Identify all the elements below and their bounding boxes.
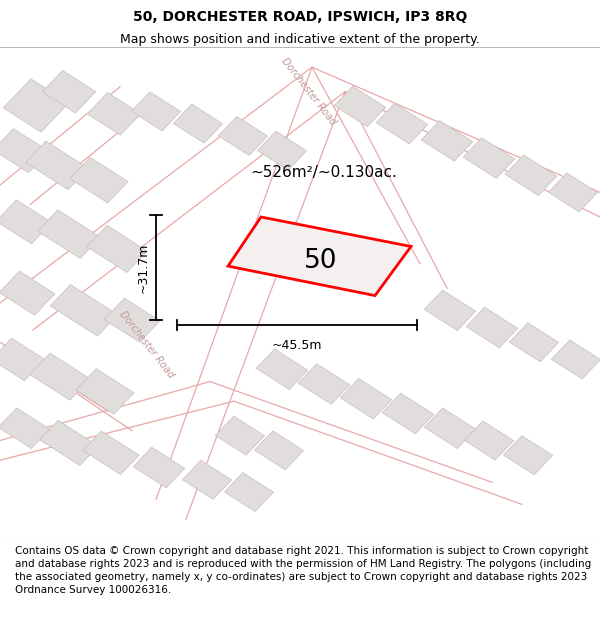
Polygon shape bbox=[0, 408, 50, 449]
Polygon shape bbox=[421, 121, 473, 161]
Text: ~45.5m: ~45.5m bbox=[272, 339, 322, 352]
Text: Dorchester Road: Dorchester Road bbox=[280, 56, 338, 127]
Polygon shape bbox=[298, 364, 350, 404]
Polygon shape bbox=[228, 217, 411, 296]
Polygon shape bbox=[218, 116, 268, 156]
Polygon shape bbox=[0, 271, 55, 315]
Polygon shape bbox=[215, 416, 265, 455]
Text: ~31.7m: ~31.7m bbox=[136, 242, 149, 292]
Polygon shape bbox=[376, 103, 428, 144]
Polygon shape bbox=[340, 379, 392, 419]
Polygon shape bbox=[50, 284, 118, 336]
Polygon shape bbox=[0, 338, 45, 381]
Polygon shape bbox=[70, 158, 128, 203]
Polygon shape bbox=[26, 141, 88, 189]
Text: Contains OS data © Crown copyright and database right 2021. This information is : Contains OS data © Crown copyright and d… bbox=[15, 546, 591, 595]
Polygon shape bbox=[463, 138, 515, 178]
Polygon shape bbox=[424, 290, 476, 331]
Polygon shape bbox=[0, 200, 52, 244]
Polygon shape bbox=[548, 173, 598, 212]
Polygon shape bbox=[464, 421, 514, 460]
Text: Map shows position and indicative extent of the property.: Map shows position and indicative extent… bbox=[120, 33, 480, 46]
Polygon shape bbox=[87, 226, 147, 272]
Text: 50: 50 bbox=[304, 248, 338, 274]
Polygon shape bbox=[76, 369, 134, 414]
Polygon shape bbox=[38, 210, 100, 258]
Polygon shape bbox=[254, 431, 304, 470]
Text: ~526m²/~0.130ac.: ~526m²/~0.130ac. bbox=[251, 165, 397, 180]
Polygon shape bbox=[0, 129, 49, 173]
Polygon shape bbox=[3, 79, 69, 132]
Polygon shape bbox=[87, 92, 141, 135]
Text: 50, DORCHESTER ROAD, IPSWICH, IP3 8RQ: 50, DORCHESTER ROAD, IPSWICH, IP3 8RQ bbox=[133, 11, 467, 24]
Polygon shape bbox=[505, 155, 557, 196]
Polygon shape bbox=[173, 104, 223, 143]
Polygon shape bbox=[334, 86, 386, 127]
Polygon shape bbox=[83, 431, 139, 474]
Polygon shape bbox=[424, 408, 476, 449]
Polygon shape bbox=[382, 393, 434, 434]
Polygon shape bbox=[503, 436, 553, 475]
Polygon shape bbox=[257, 131, 307, 170]
Polygon shape bbox=[509, 322, 559, 362]
Polygon shape bbox=[551, 340, 600, 379]
Polygon shape bbox=[40, 421, 98, 466]
Polygon shape bbox=[131, 92, 181, 131]
Polygon shape bbox=[104, 298, 160, 342]
Polygon shape bbox=[256, 349, 308, 389]
Polygon shape bbox=[42, 71, 96, 113]
Polygon shape bbox=[30, 353, 90, 400]
Polygon shape bbox=[466, 308, 518, 348]
Polygon shape bbox=[224, 472, 274, 512]
Polygon shape bbox=[182, 460, 232, 499]
Text: Dorchester Road: Dorchester Road bbox=[118, 309, 176, 380]
Polygon shape bbox=[133, 448, 185, 488]
